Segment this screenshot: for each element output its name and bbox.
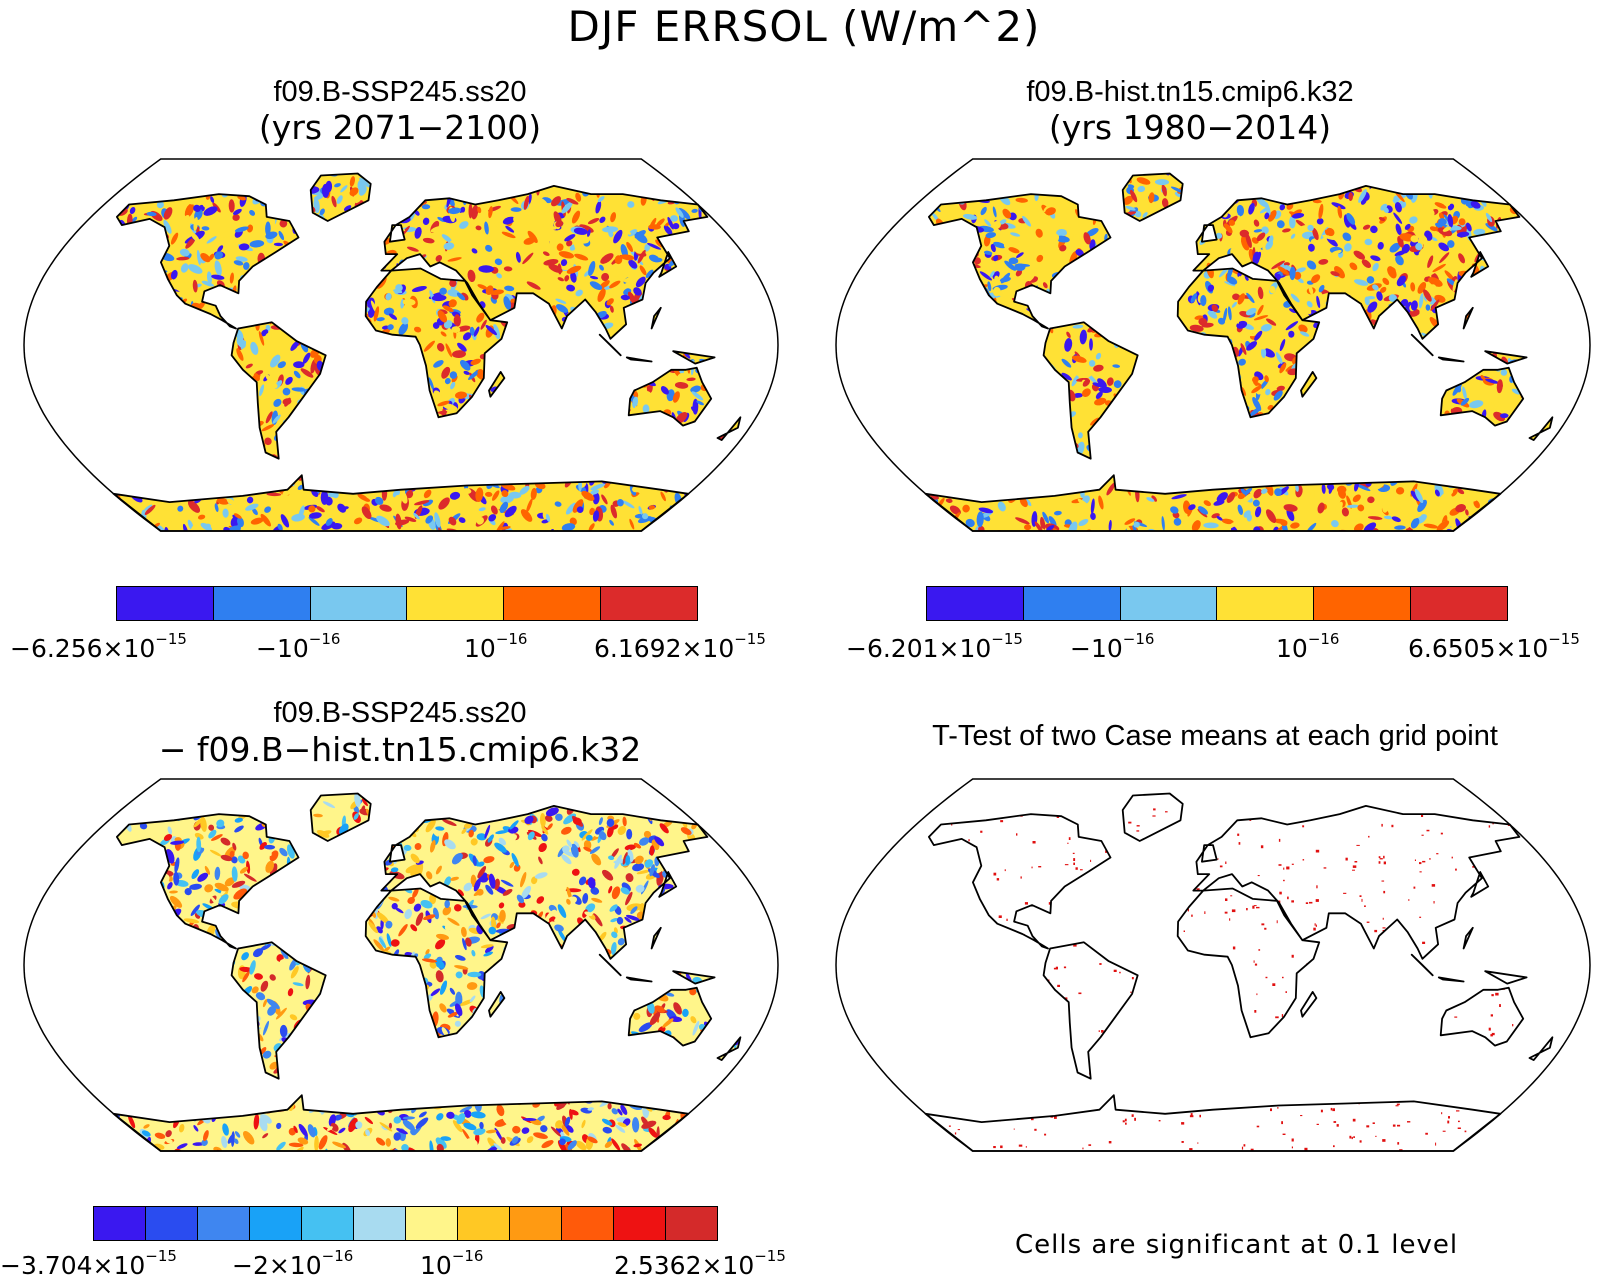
colorbar-tick-label: 6.6505×10−15: [1408, 630, 1580, 663]
colorbar-swatch: [601, 587, 697, 620]
colorbar-swatch: [1217, 587, 1315, 620]
significance-note: Cells are significant at 0.1 level: [1015, 1230, 1459, 1260]
colorbar-swatch: [1411, 587, 1507, 620]
colorbar-tick-label: −3.704×10−15: [0, 1247, 177, 1280]
colorbar-swatch: [146, 1207, 198, 1240]
panel-2-colorbar: [926, 586, 1508, 621]
colorbar-tick-label: −2×10−16: [232, 1247, 354, 1280]
colorbar-swatch: [510, 1207, 562, 1240]
colorbar-swatch: [117, 587, 214, 620]
colorbar-swatch: [310, 587, 408, 620]
figure-title: DJF ERRSOL (W/m^2): [567, 2, 1041, 51]
colorbar-swatch: [198, 1207, 250, 1240]
panel-1-colorbar: [116, 586, 698, 621]
panel-3-title: f09.B-SSP245.ss20: [273, 697, 527, 729]
panel-2-subtitle: (yrs 1980−2014): [1048, 108, 1332, 147]
colorbar-tick-label: 2.5362×10−15: [614, 1247, 786, 1280]
panel-4-title: T-Test of two Case means at each grid po…: [932, 720, 1498, 752]
colorbar-tick-label: 10−16: [464, 630, 528, 663]
panel-3-subtitle: − f09.B−hist.tn15.cmip6.k32: [158, 730, 642, 769]
colorbar-tick-label: −6.201×10−15: [846, 630, 1023, 663]
colorbar-swatch: [1314, 587, 1412, 620]
colorbar-swatch: [354, 1207, 406, 1240]
colorbar-swatch: [250, 1207, 302, 1240]
colorbar-swatch: [407, 587, 505, 620]
colorbar-swatch: [562, 1207, 614, 1240]
colorbar-swatch: [504, 587, 602, 620]
panel-1-map: [23, 158, 779, 532]
colorbar-tick-label: −6.256×10−15: [10, 630, 187, 663]
colorbar-swatch: [666, 1207, 717, 1240]
colorbar-tick-label: −10−16: [1070, 630, 1155, 663]
colorbar-tick-label: 10−16: [420, 1247, 484, 1280]
colorbar-tick-label: 10−16: [1276, 630, 1340, 663]
colorbar-swatch: [94, 1207, 146, 1240]
panel-3-colorbar: [93, 1206, 718, 1241]
colorbar-swatch: [1120, 587, 1218, 620]
panel-4-map: [835, 778, 1591, 1152]
colorbar-tick-label: −10−16: [256, 630, 341, 663]
colorbar-swatch: [927, 587, 1024, 620]
colorbar-swatch: [614, 1207, 666, 1240]
colorbar-swatch: [213, 587, 311, 620]
panel-2-map: [835, 158, 1591, 532]
colorbar-swatch: [458, 1207, 510, 1240]
panel-3-map: [23, 778, 779, 1152]
panel-1-title: f09.B-SSP245.ss20: [273, 76, 527, 108]
panel-1-subtitle: (yrs 2071−2100): [258, 108, 542, 147]
colorbar-swatch: [406, 1207, 458, 1240]
colorbar-swatch: [302, 1207, 354, 1240]
panel-2-title: f09.B-hist.tn15.cmip6.k32: [1026, 76, 1354, 108]
colorbar-swatch: [1023, 587, 1121, 620]
colorbar-tick-label: 6.1692×10−15: [594, 630, 766, 663]
